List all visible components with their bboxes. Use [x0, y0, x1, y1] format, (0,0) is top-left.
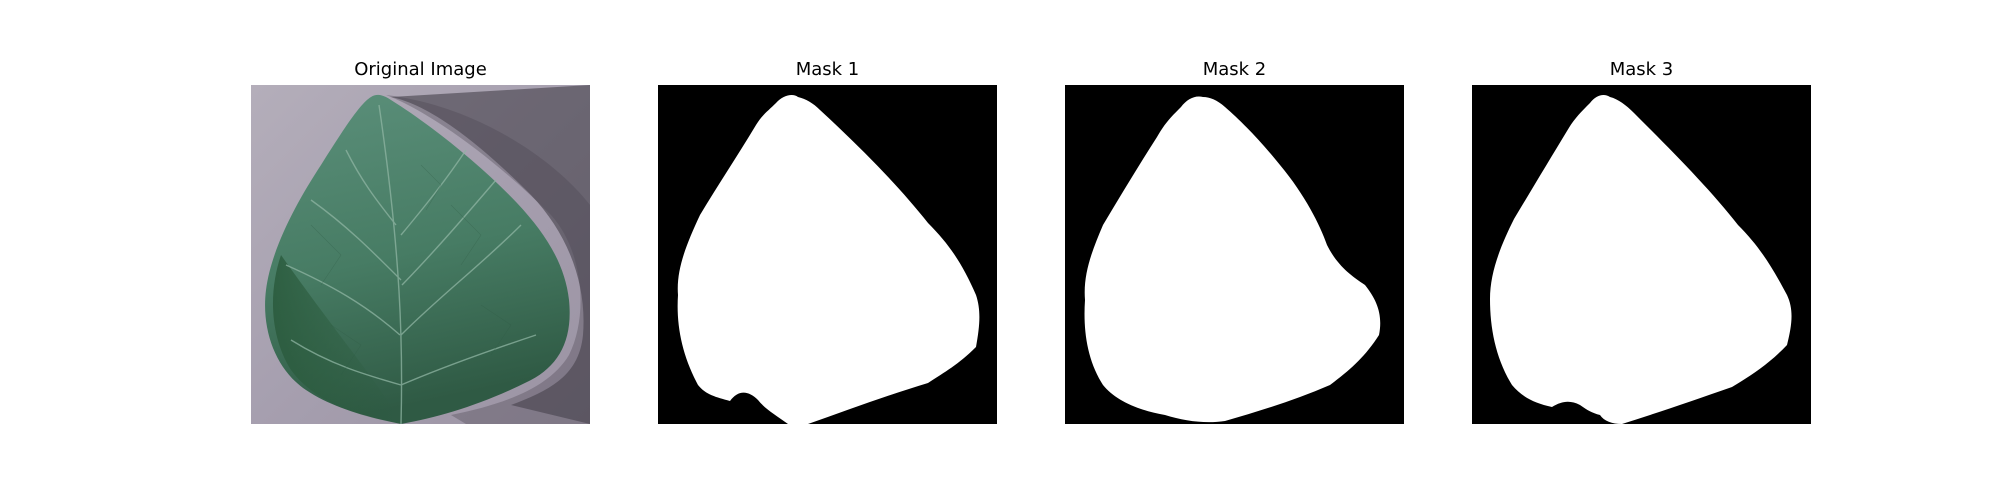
mask-2-image [1065, 85, 1404, 424]
panel-title: Mask 3 [1609, 59, 1674, 80]
leaf-mask-2 [1065, 85, 1404, 424]
panel-original-image: Original Image [251, 55, 590, 424]
mask-1-image [658, 85, 997, 424]
panel-mask-1: Mask 1 [658, 55, 997, 424]
original-leaf-photo [251, 85, 590, 424]
leaf-mask-1 [658, 85, 997, 424]
panel-mask-3: Mask 3 [1472, 55, 1811, 424]
panel-title: Original Image [354, 59, 487, 80]
leaf-mask-3 [1472, 85, 1811, 424]
leaf-photo [251, 85, 590, 424]
panel-title: Mask 2 [1202, 59, 1267, 80]
panel-title: Mask 1 [795, 59, 860, 80]
panel-mask-2: Mask 2 [1065, 55, 1404, 424]
mask-3-image [1472, 85, 1811, 424]
